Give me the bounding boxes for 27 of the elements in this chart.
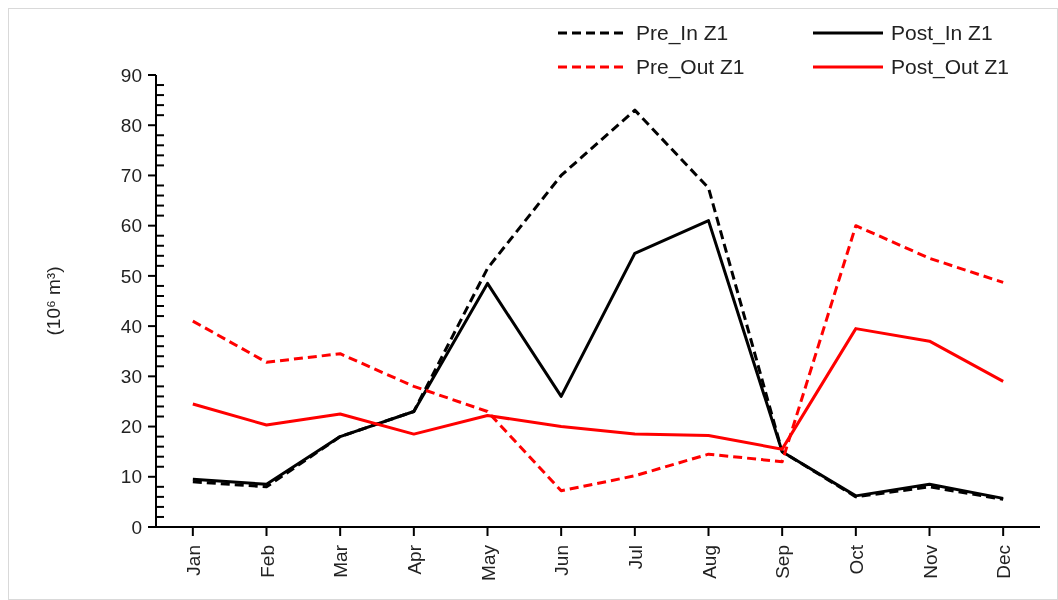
y-tick-label: 60: [120, 215, 142, 237]
y-axis-title: (10⁶ m³): [43, 266, 64, 336]
y-tick-label: 50: [120, 265, 142, 287]
x-tick-label: Apr: [403, 544, 425, 575]
y-tick-label: 30: [120, 365, 142, 387]
x-tick-label: Nov: [919, 544, 941, 579]
y-tick-label: 0: [131, 516, 142, 538]
x-tick-label: Jun: [551, 545, 573, 576]
y-tick-label: 70: [120, 165, 142, 187]
legend-label: Pre_In Z1: [636, 21, 729, 45]
x-tick-label: Jul: [624, 545, 646, 570]
legend-label: Post_Out Z1: [891, 55, 1009, 79]
y-tick-label: 90: [120, 64, 142, 86]
legend-label: Pre_Out Z1: [636, 55, 745, 79]
legend-label: Post_In Z1: [891, 21, 993, 45]
x-tick-label: Sep: [772, 545, 794, 579]
y-tick-label: 80: [120, 114, 142, 136]
y-tick-label: 40: [120, 315, 142, 337]
y-tick-label: 20: [120, 416, 142, 438]
y-tick-label: 10: [120, 466, 142, 488]
x-tick-label: Jan: [182, 545, 204, 576]
x-tick-label: Mar: [330, 544, 352, 578]
x-tick-label: Dec: [993, 545, 1015, 579]
x-tick-label: Oct: [845, 544, 867, 575]
x-tick-label: May: [477, 544, 499, 581]
x-tick-label: Feb: [256, 545, 278, 578]
x-tick-label: Aug: [698, 545, 720, 579]
